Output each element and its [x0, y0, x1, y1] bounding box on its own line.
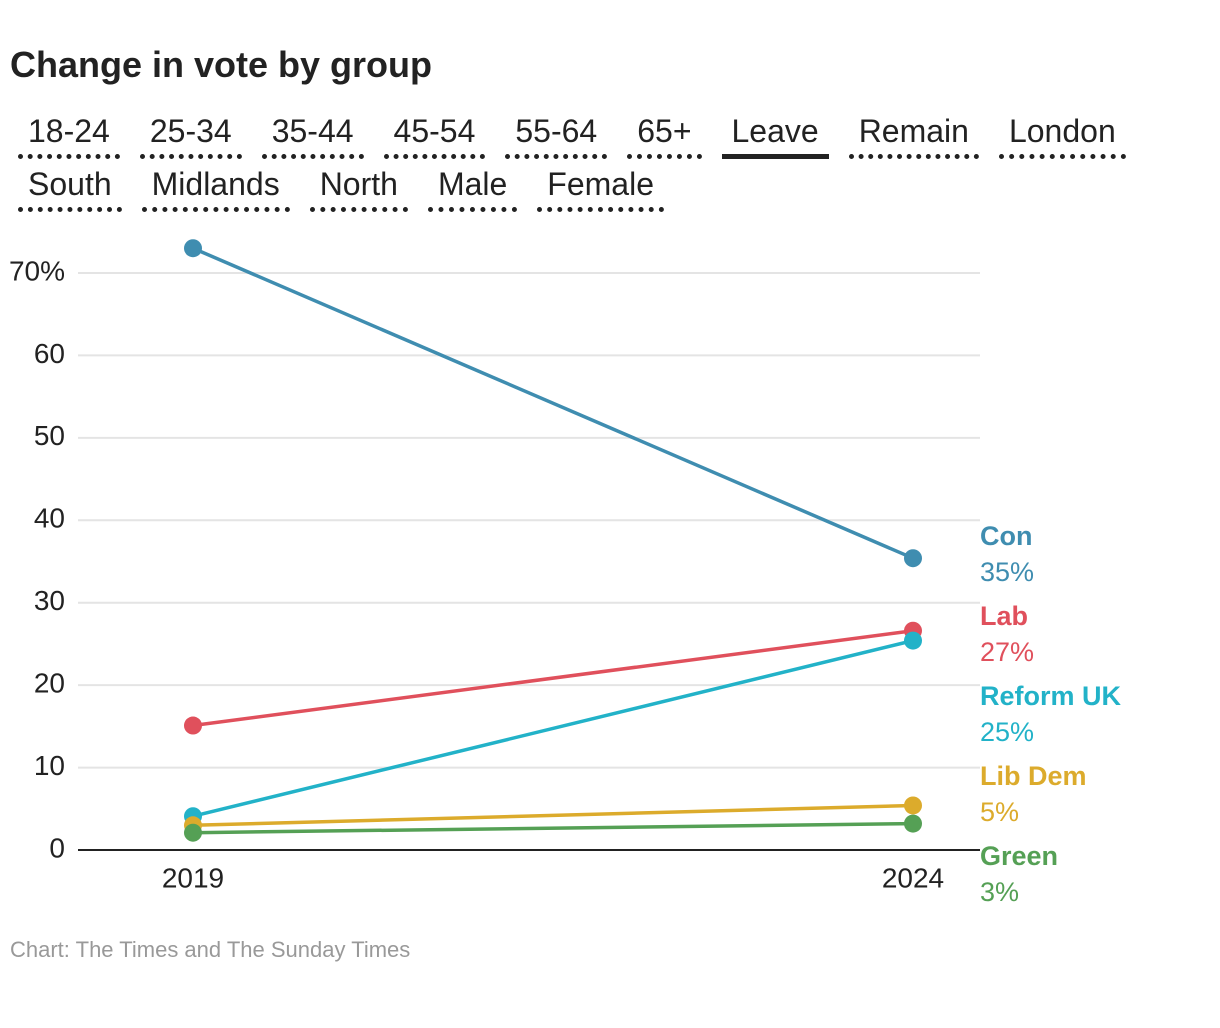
tab[interactable]: Male: [427, 165, 518, 212]
line: [192, 803, 914, 828]
point: [904, 549, 922, 568]
value-label: 35%: [980, 557, 1034, 587]
line: [192, 638, 914, 818]
tab[interactable]: 35-44: [261, 112, 364, 159]
y-tick-label: 10: [34, 750, 65, 781]
tab[interactable]: 65+: [627, 112, 702, 159]
tab[interactable]: 25-34: [139, 112, 242, 159]
series-label: Reform UK: [980, 681, 1122, 711]
tab[interactable]: North: [309, 165, 408, 212]
tab[interactable]: 45-54: [383, 112, 486, 159]
chart-title: Change in vote by group: [10, 44, 433, 85]
y-tick-label: 20: [34, 668, 65, 699]
value-label: 3%: [980, 877, 1019, 907]
series-label: Lab: [980, 601, 1028, 631]
x-tick-label: 2019: [162, 862, 224, 893]
line: [192, 246, 914, 560]
value-label: 5%: [980, 797, 1019, 827]
series-label: Con: [980, 521, 1032, 551]
y-tick-label: 70%: [9, 255, 65, 286]
point: [184, 823, 202, 842]
y-tick-label: 60: [34, 338, 65, 369]
point: [184, 716, 202, 735]
tab[interactable]: Midlands: [141, 165, 290, 212]
point: [904, 631, 922, 650]
point: [904, 814, 922, 833]
tab-bar: 18-24 25-34 35-44 45-54 55-64 65+ Leave Remain L…: [18, 112, 1213, 212]
value-label: 25%: [980, 717, 1034, 747]
tab[interactable]: South: [18, 165, 122, 212]
tab[interactable]: 18-24: [18, 112, 120, 159]
point: [904, 796, 922, 815]
source: Chart: The Times and The Sunday Times: [10, 937, 410, 962]
tab[interactable]: Remain: [848, 112, 979, 159]
value-label: 27%: [980, 637, 1034, 667]
y-tick-label: 40: [34, 503, 65, 534]
tab[interactable]: 55-64: [505, 112, 608, 159]
y-tick-label: 50: [34, 420, 65, 451]
series-label: Green: [980, 841, 1058, 871]
y-tick-label: 0: [49, 832, 65, 863]
series-label: Lib Dem: [980, 761, 1087, 791]
tab[interactable]: Leave: [721, 112, 829, 159]
x-tick-label: 2024: [882, 862, 944, 893]
tab[interactable]: London: [998, 112, 1126, 159]
point: [184, 239, 202, 258]
line: [192, 628, 914, 728]
y-tick-label: 30: [34, 585, 65, 616]
tab[interactable]: Female: [537, 165, 664, 212]
line: [192, 821, 914, 835]
